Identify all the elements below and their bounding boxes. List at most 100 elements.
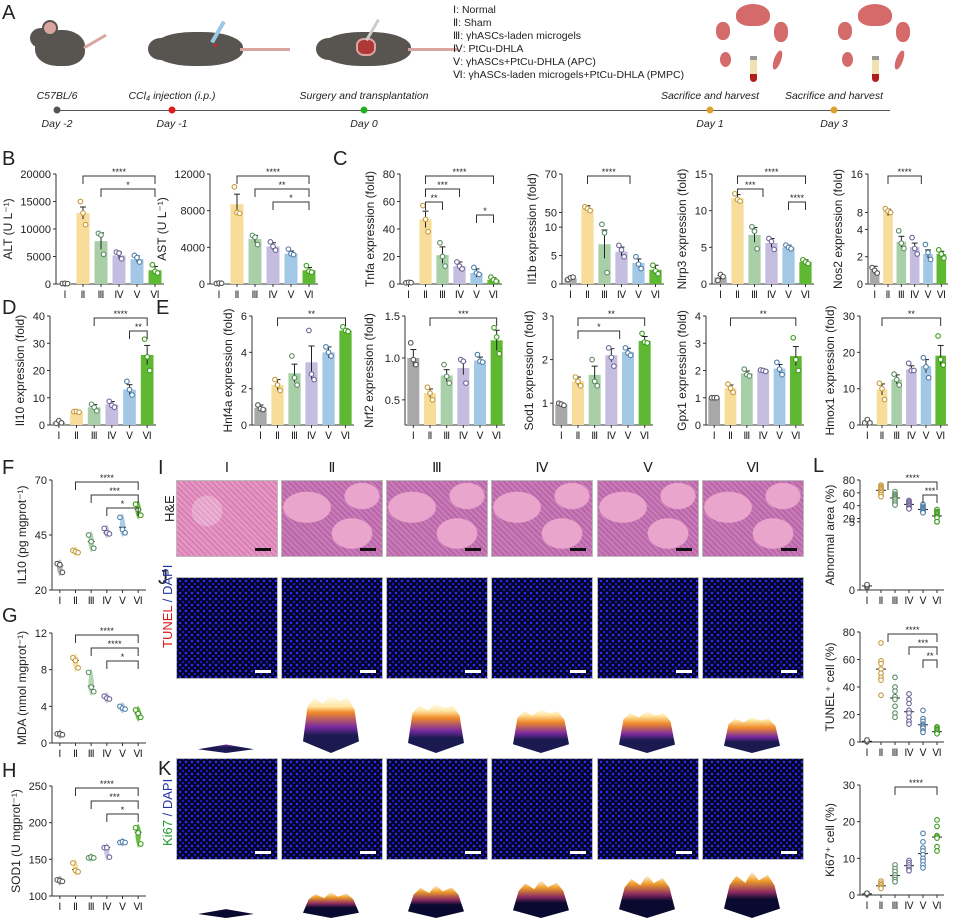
y-tick-label: 2 — [241, 384, 247, 396]
x-tick-label: Ⅵ — [932, 748, 941, 759]
data-point — [865, 891, 870, 896]
data-point — [107, 855, 112, 860]
y-tick-label: 20 — [843, 710, 855, 722]
y-tick-label: 8 — [857, 208, 863, 220]
significance-bracket — [888, 634, 937, 642]
y-tick-label: 20 — [383, 252, 395, 264]
x-tick-label: Ⅳ — [459, 431, 469, 442]
data-point — [107, 532, 112, 537]
data-point — [733, 192, 738, 197]
y-axis-label: Ki67⁺ cell (%) — [823, 803, 837, 877]
significance-label: *** — [437, 180, 448, 190]
y-tick-label: 20 — [843, 347, 855, 359]
data-point — [721, 274, 726, 279]
significance-label: **** — [114, 309, 129, 319]
bar — [639, 341, 651, 425]
data-point — [882, 397, 887, 402]
tunel-row-label: TUNEL / DAPI — [160, 565, 175, 648]
dapi-label: / DAPI — [160, 565, 175, 606]
significance-bracket — [578, 331, 620, 339]
data-point — [494, 279, 499, 284]
data-point — [472, 265, 477, 270]
data-point — [155, 271, 160, 276]
scale-bar — [570, 851, 586, 854]
data-point — [796, 368, 801, 373]
scale-bar — [781, 548, 797, 551]
y-tick-label: 50 — [545, 208, 557, 220]
x-tick-label: Ⅲ — [892, 748, 899, 759]
significance-label: **** — [764, 167, 779, 177]
y-tick-label: 5 — [551, 251, 557, 263]
x-tick-label: Ⅱ — [73, 902, 78, 913]
y-tick-label: 10 — [33, 393, 45, 405]
y-tick-label: 0.5 — [385, 395, 400, 407]
bar — [708, 398, 720, 425]
data-point — [907, 692, 912, 697]
y-tick-label: 40 — [33, 311, 45, 323]
scale-bar — [465, 670, 481, 673]
data-point — [590, 357, 595, 362]
y-tick-label: 12000 — [174, 169, 205, 181]
y-tick-label: 2 — [542, 355, 548, 367]
significance-bracket — [91, 495, 138, 503]
x-tick-label: Ⅵ — [143, 431, 152, 442]
x-tick-label: Ⅰ — [58, 902, 61, 913]
tunel-surface-plot — [303, 695, 359, 753]
significance-bracket — [107, 661, 138, 669]
he-image — [702, 480, 804, 557]
tunel-surface-plot — [724, 717, 780, 753]
y-tick-label: 4 — [241, 347, 247, 359]
x-tick-label: Ⅲ — [892, 901, 899, 912]
y-tick-label: 30 — [843, 311, 855, 323]
significance-bracket — [426, 202, 443, 210]
data-point — [421, 203, 426, 208]
he-image — [386, 480, 488, 557]
x-tick-label: Ⅴ — [288, 290, 295, 301]
data-point — [893, 704, 898, 709]
he-image — [281, 480, 383, 557]
y-axis-label: Nos2 expression (fold) — [831, 169, 845, 289]
data-point — [117, 251, 122, 256]
data-point — [409, 280, 414, 285]
significance-bracket — [255, 189, 309, 197]
data-point — [571, 275, 576, 280]
data-point — [426, 229, 431, 234]
x-tick-label: Ⅰ — [866, 901, 869, 912]
data-point — [444, 374, 449, 379]
x-tick-label: Ⅳ — [910, 290, 920, 301]
y-tick-label: 3 — [542, 311, 548, 323]
x-tick-label: Ⅳ — [607, 431, 617, 442]
tunel-image — [702, 577, 804, 679]
data-point — [60, 879, 65, 884]
data-point — [877, 381, 882, 386]
significance-label: **** — [108, 639, 123, 649]
significance-label: * — [121, 652, 125, 662]
data-point — [77, 410, 82, 415]
data-point — [935, 824, 940, 829]
y-tick-label: 15 — [695, 169, 707, 181]
y-axis-label: AST (U L⁻¹) — [155, 197, 169, 260]
data-point — [907, 701, 912, 706]
x-tick-label: Ⅲ — [98, 290, 105, 301]
x-tick-label: Ⅳ — [114, 290, 124, 301]
data-point — [130, 393, 135, 398]
y-tick-label: 40 — [843, 501, 855, 513]
x-tick-label: Ⅵ — [651, 290, 660, 301]
y-tick-label: 45 — [35, 530, 47, 542]
y-axis-label: Hmox1 expression (fold) — [823, 305, 837, 435]
ki67-label: Ki67 — [160, 820, 175, 846]
significance-bracket — [101, 189, 155, 197]
y-tick-label: 5000 — [27, 252, 51, 264]
data-point — [907, 869, 912, 874]
y-tick-label: 0 — [45, 279, 51, 291]
x-tick-label: Ⅲ — [591, 431, 598, 442]
data-point — [942, 256, 947, 261]
he-image — [491, 480, 593, 557]
data-point — [118, 515, 123, 520]
x-tick-label: Ⅲ — [751, 290, 758, 301]
data-point — [494, 335, 499, 340]
data-point — [634, 254, 639, 259]
y-tick-label: 60 — [843, 655, 855, 667]
